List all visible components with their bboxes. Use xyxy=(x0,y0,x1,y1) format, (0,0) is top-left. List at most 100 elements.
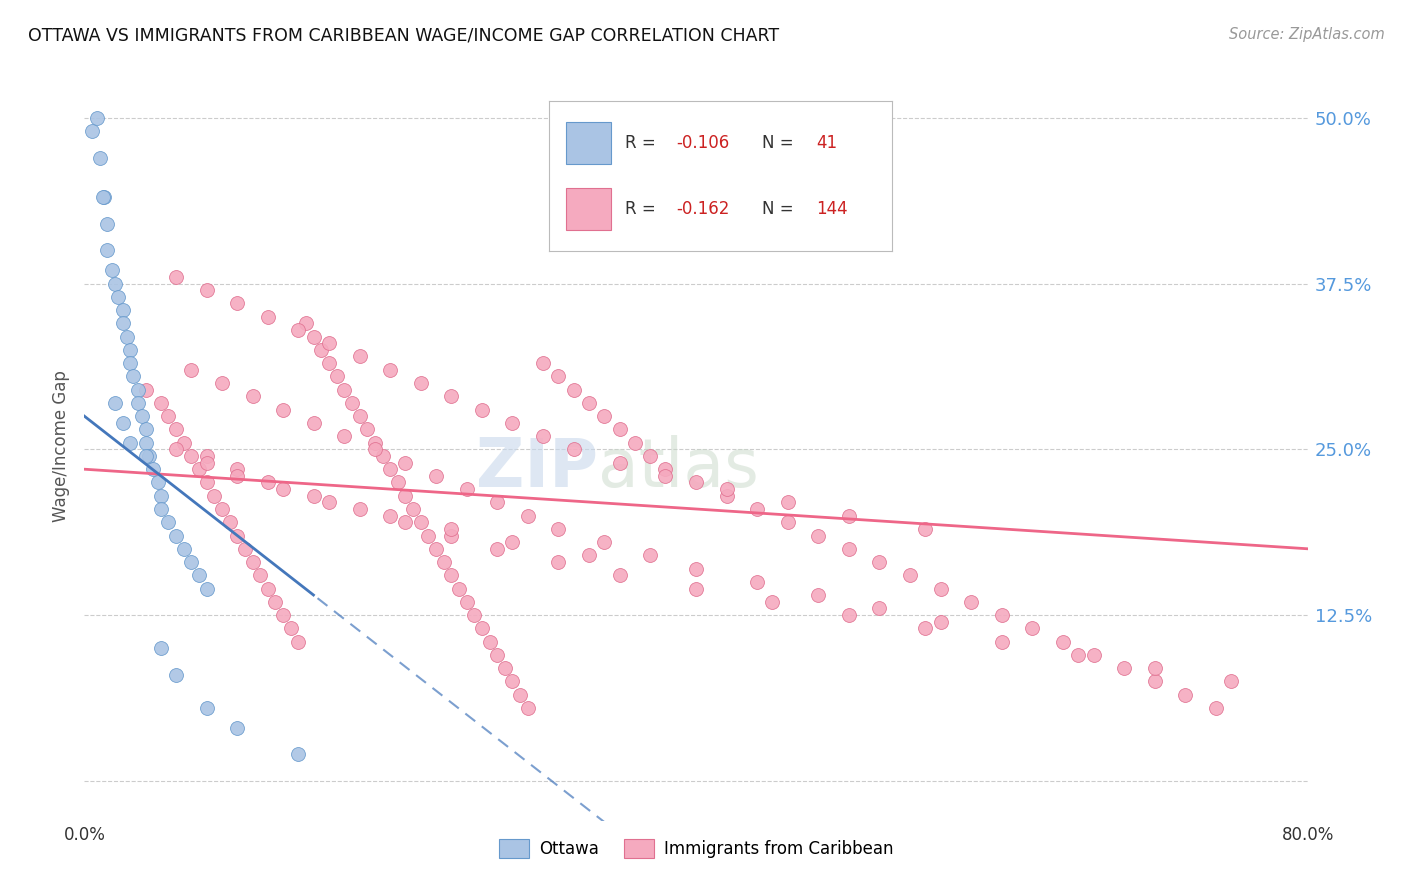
Point xyxy=(157,515,180,529)
Point xyxy=(149,396,172,410)
Point xyxy=(280,621,302,635)
Point xyxy=(471,402,494,417)
Point xyxy=(349,409,371,424)
Point xyxy=(387,475,409,490)
Point xyxy=(914,522,936,536)
Point xyxy=(869,601,891,615)
Point xyxy=(101,263,124,277)
Point xyxy=(516,508,538,523)
Point xyxy=(960,595,983,609)
Point xyxy=(318,356,340,370)
Point xyxy=(211,502,233,516)
Point xyxy=(418,528,440,542)
Point xyxy=(257,582,280,596)
Point xyxy=(242,389,264,403)
Point xyxy=(654,462,676,476)
Point xyxy=(120,356,142,370)
Point xyxy=(271,608,294,623)
Point xyxy=(456,482,478,496)
Point xyxy=(685,582,707,596)
Point xyxy=(202,489,225,503)
Point xyxy=(1220,674,1243,689)
Point xyxy=(165,422,187,436)
Point xyxy=(287,747,309,762)
Point xyxy=(264,595,287,609)
Point xyxy=(146,475,169,490)
Point xyxy=(716,489,738,503)
Point xyxy=(86,111,108,125)
Point xyxy=(138,449,160,463)
Point xyxy=(96,244,118,258)
Point xyxy=(287,323,309,337)
Point xyxy=(173,435,195,450)
Point xyxy=(593,409,616,424)
Point xyxy=(380,363,402,377)
Point xyxy=(502,416,524,430)
Point xyxy=(991,634,1014,648)
Point xyxy=(1143,661,1166,675)
Point xyxy=(356,422,378,436)
Point xyxy=(226,721,249,735)
Point xyxy=(364,435,387,450)
Point xyxy=(1052,634,1074,648)
Point xyxy=(149,489,172,503)
Point xyxy=(380,462,402,476)
Point xyxy=(195,449,218,463)
Point xyxy=(1114,661,1136,675)
Point xyxy=(394,489,416,503)
Text: OTTAWA VS IMMIGRANTS FROM CARIBBEAN WAGE/INCOME GAP CORRELATION CHART: OTTAWA VS IMMIGRANTS FROM CARIBBEAN WAGE… xyxy=(28,27,779,45)
Point xyxy=(409,376,432,390)
Point xyxy=(295,316,318,330)
Point xyxy=(531,356,554,370)
Point xyxy=(165,667,187,681)
Point xyxy=(257,310,280,324)
Point xyxy=(638,549,661,563)
Point xyxy=(226,462,249,476)
Point xyxy=(447,582,470,596)
Text: ZIP: ZIP xyxy=(477,435,598,501)
Point xyxy=(91,190,114,204)
Point xyxy=(494,661,516,675)
Point xyxy=(761,595,783,609)
Point xyxy=(716,482,738,496)
Point xyxy=(638,449,661,463)
Legend: Ottawa, Immigrants from Caribbean: Ottawa, Immigrants from Caribbean xyxy=(492,832,900,864)
Point xyxy=(333,383,356,397)
Point xyxy=(188,462,211,476)
Point xyxy=(233,541,256,556)
Point xyxy=(242,555,264,569)
Point xyxy=(463,608,485,623)
Point xyxy=(471,621,494,635)
Point xyxy=(562,383,585,397)
Point xyxy=(271,482,294,496)
Point xyxy=(929,582,952,596)
Point xyxy=(149,641,172,656)
Point xyxy=(776,495,799,509)
Point xyxy=(1205,701,1227,715)
Point xyxy=(96,217,118,231)
Point xyxy=(402,502,425,516)
Point xyxy=(107,290,129,304)
Point xyxy=(807,588,830,602)
Point xyxy=(120,343,142,357)
Point xyxy=(685,475,707,490)
Point xyxy=(654,468,676,483)
Point xyxy=(531,429,554,443)
Point xyxy=(609,422,631,436)
Point xyxy=(609,568,631,582)
Point xyxy=(80,124,103,138)
Point xyxy=(104,396,127,410)
Point xyxy=(188,568,211,582)
Point xyxy=(838,508,860,523)
Point xyxy=(562,442,585,457)
Point xyxy=(195,701,218,715)
Point xyxy=(807,528,830,542)
Point xyxy=(226,296,249,310)
Point xyxy=(747,502,769,516)
Point xyxy=(127,383,149,397)
Point xyxy=(131,409,153,424)
Point xyxy=(180,449,202,463)
Point xyxy=(371,449,394,463)
Point xyxy=(440,522,463,536)
Point xyxy=(271,402,294,417)
